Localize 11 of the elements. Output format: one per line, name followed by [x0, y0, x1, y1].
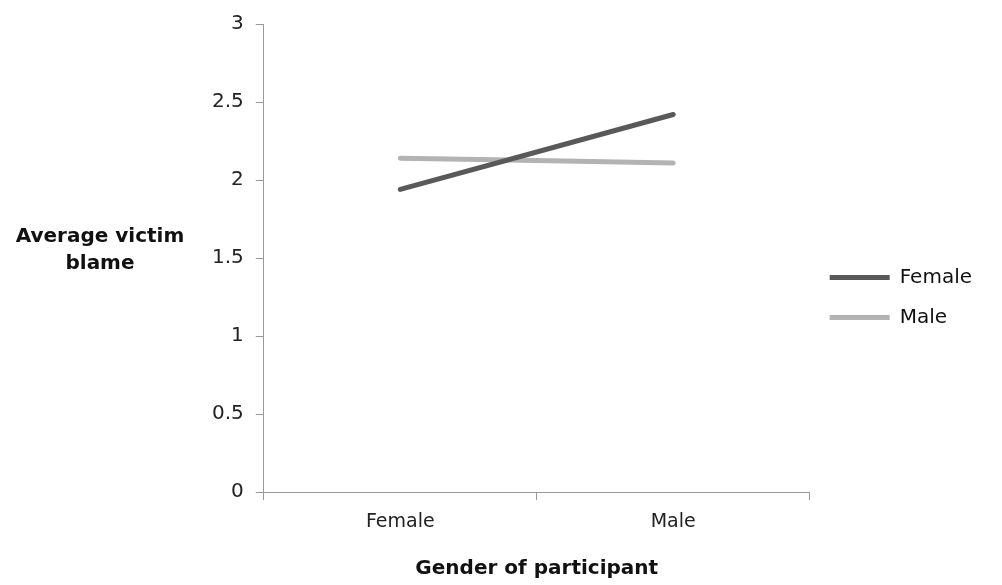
x-axis-title: Gender of participant	[415, 555, 659, 580]
legend-label: Male	[899, 303, 948, 328]
y-tick-label: 0	[231, 478, 244, 503]
y-tick-label: 1.5	[211, 244, 244, 269]
legend-label: Female	[899, 263, 973, 288]
y-axis-title: Average victim blame	[14, 222, 186, 276]
y-tick-label: 0.5	[211, 400, 244, 425]
y-tick-label: 1	[231, 322, 244, 347]
y-tick-label: 3	[231, 10, 244, 35]
y-tick-label: 2	[231, 166, 244, 191]
y-tick-label: 2.5	[211, 88, 244, 113]
